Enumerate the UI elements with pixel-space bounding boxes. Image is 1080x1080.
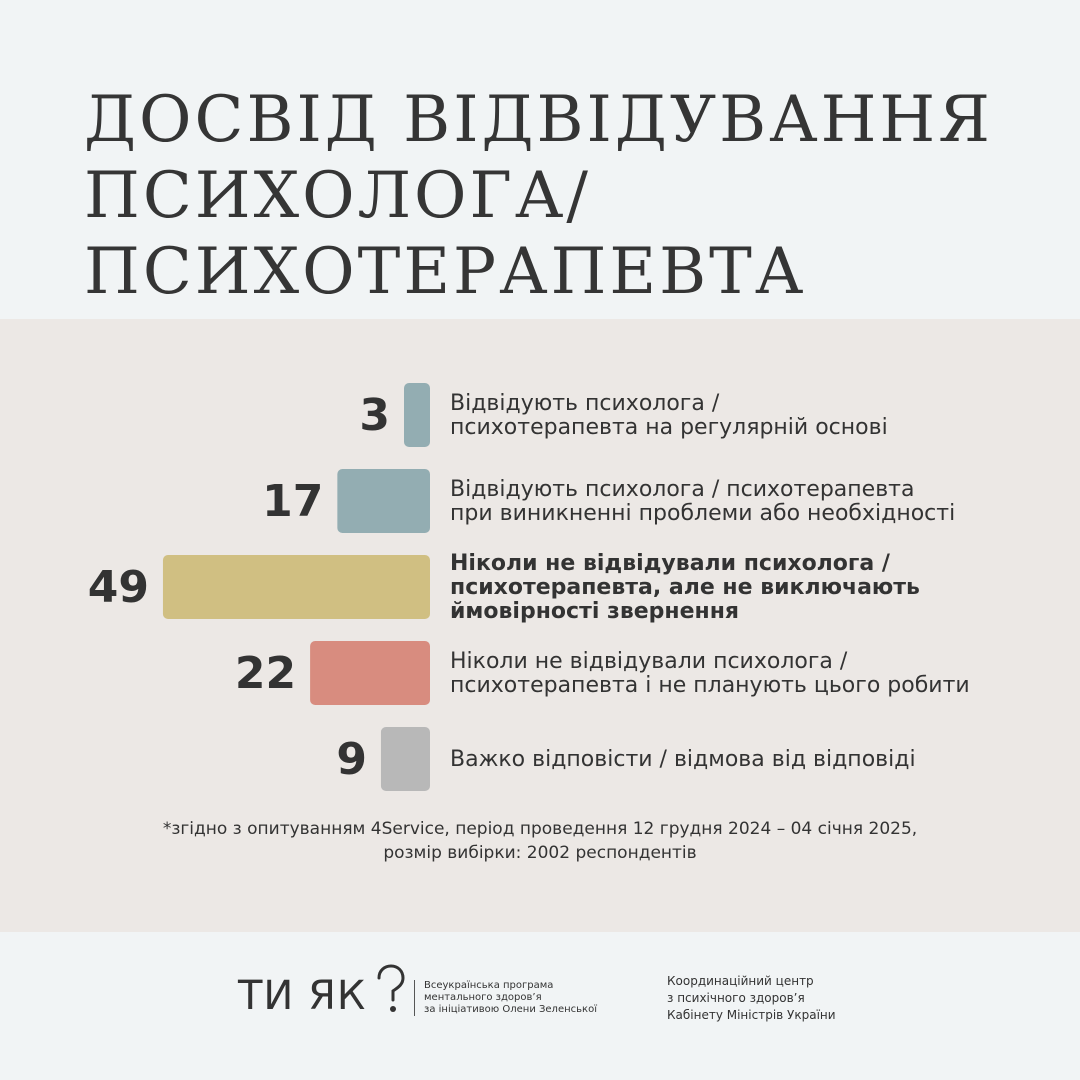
center-line: Кабінету Міністрів України: [667, 1008, 836, 1022]
bar: [337, 469, 430, 533]
bar-category-label: Ніколи не відвідували психолога / психоте…: [450, 649, 970, 698]
bar: [162, 555, 430, 619]
bar-value-label: 22: [235, 648, 296, 699]
logo-divider: [414, 980, 415, 1016]
bar: [310, 641, 430, 705]
bar-category-label-line: ймовірності звернення: [450, 599, 739, 624]
program-line: ментального здоров’я: [424, 992, 542, 1003]
bar: [380, 727, 430, 791]
center-line: Координаційний центр: [667, 974, 814, 988]
bar-value-label: 9: [336, 734, 367, 785]
bar-category-label-line: при виникненні проблеми або необхідності: [450, 501, 955, 526]
title-line: ПСИХОЛОГА/: [84, 159, 591, 233]
bar-category-label: Ніколи не відвідували психолога / психоте…: [450, 551, 920, 624]
bar-category-label: Відвідують психолога / психотерапевта при…: [450, 477, 955, 526]
footnote-line: *згідно з опитуванням 4Service, період п…: [162, 819, 918, 839]
bar-category-label-line: Ніколи не відвідували психолога /: [450, 649, 848, 674]
title-line: ПСИХОТЕРАПЕВТА: [84, 235, 807, 309]
bar-value-label: 3: [359, 390, 390, 441]
footnote-line: розмір вибірки: 2002 респондентів: [383, 843, 697, 863]
bar-category-label-line: Відвідують психолога / психотерапевта: [450, 477, 914, 502]
bar-category-label-line: психотерапевта, але не виключають: [450, 575, 920, 600]
logo-wordmark: ТИ ЯК: [238, 973, 367, 1019]
page-title: ДОСВІД ВІДВІДУВАННЯ ПСИХОЛОГА/ ПСИХОТЕРА…: [84, 82, 1044, 310]
bar-category-label-line: Відвідують психолога /: [450, 391, 720, 416]
question-mark-icon: [377, 964, 405, 1012]
bar: [404, 383, 430, 447]
bar-chart: 3 Відвідують психолога / психотерапевта на…: [88, 383, 970, 791]
bar-value-label: 49: [88, 562, 149, 613]
bar-category-label-line: психотерапевта і не планують цього робит…: [450, 673, 970, 698]
title-line: ДОСВІД ВІДВІДУВАННЯ: [84, 83, 993, 157]
program-line: за ініціативою Олени Зеленської: [424, 1004, 597, 1015]
center-line: з психічного здоров’я: [667, 991, 805, 1005]
program-description: Всеукраїнська програма ментального здоро…: [424, 980, 597, 1016]
bar-category-label-line: психотерапевта на регулярній основі: [450, 415, 888, 440]
program-line: Всеукраїнська програма: [424, 980, 554, 991]
bar-value-label: 17: [262, 476, 323, 527]
bar-category-label-line: Ніколи не відвідували психолога /: [450, 551, 891, 576]
chart-panel: 3 Відвідують психолога / психотерапевта на…: [0, 319, 1080, 932]
coordination-center-text: Координаційний центр з психічного здоров…: [667, 973, 836, 1024]
survey-footnote: *згідно з опитуванням 4Service, період п…: [60, 817, 1020, 865]
bar-category-label: Відвідують психолога / психотерапевта на …: [450, 391, 888, 440]
bar-category-label-line: Важко відповісти / відмова від відповіді: [450, 747, 916, 772]
bar-category-label: Важко відповісти / відмова від відповіді: [450, 747, 916, 772]
